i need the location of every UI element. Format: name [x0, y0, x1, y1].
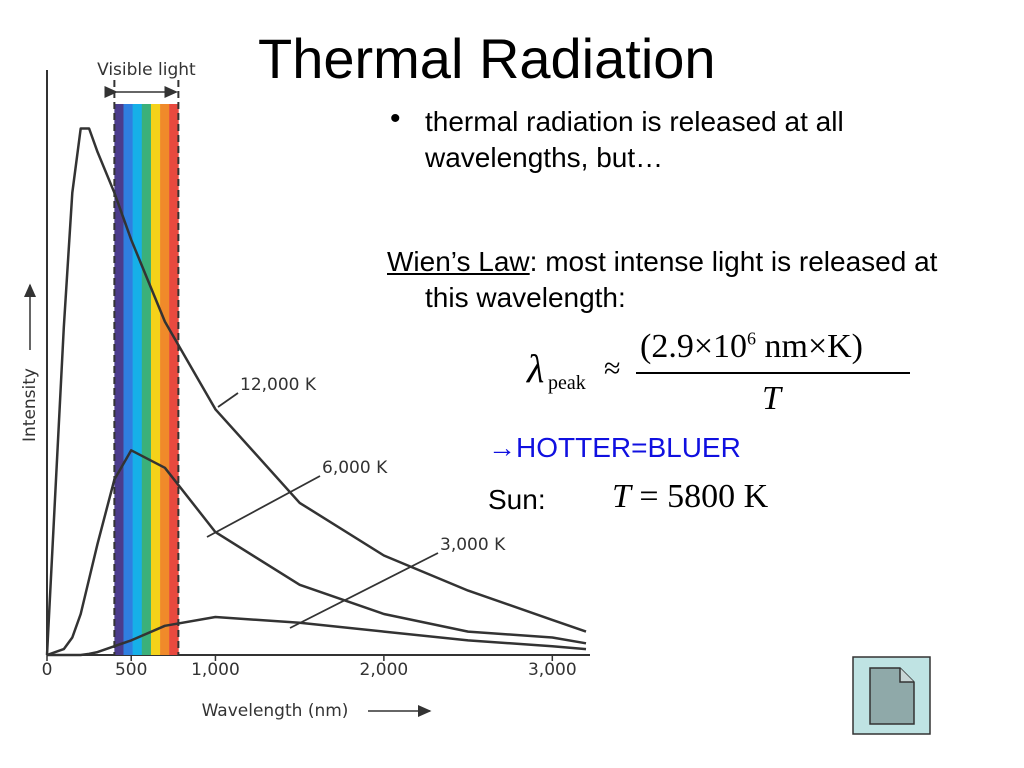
rule: →HOTTER=BLUER	[488, 432, 741, 463]
wien: Wien’s Law: most intense light is releas…	[387, 244, 945, 316]
leader-line	[206, 475, 321, 538]
x-tick-label: 500	[115, 660, 147, 680]
doc-icon[interactable]	[852, 656, 932, 736]
formula-lambda: λ	[527, 346, 545, 391]
x-tick-label: 0	[42, 660, 53, 680]
wien-term: Wien’s Law	[387, 246, 530, 277]
x-label: Wavelength (nm)	[202, 701, 349, 721]
visible-stripe	[132, 104, 143, 655]
curve-label: 6,000 K	[322, 458, 388, 478]
sun-label: Sun:	[488, 484, 546, 515]
curve	[45, 127, 587, 656]
num-end: nm×K)	[756, 328, 864, 365]
visible-label: Visible light	[97, 60, 196, 80]
visible-stripe	[123, 104, 133, 655]
curve	[47, 615, 587, 657]
bullet-dot: •	[390, 102, 401, 135]
visible-stripe	[141, 104, 152, 655]
leader-line	[217, 392, 239, 408]
fraction-bar	[636, 372, 910, 374]
x-tick-label: 1,000	[191, 660, 240, 680]
x-tick-label: 2,000	[360, 660, 409, 680]
title: Thermal Radiation	[258, 27, 716, 90]
visible-stripe	[169, 104, 179, 655]
formula-sub: peak	[548, 372, 586, 394]
visible-stripe	[160, 104, 170, 655]
exp: 6	[747, 328, 756, 349]
y-label: Intensity	[20, 368, 40, 442]
num: (2.9×10	[640, 328, 747, 365]
curve	[46, 449, 587, 657]
sun-value: = 5800 K	[639, 478, 769, 515]
sun-formula: T = 5800 K	[612, 478, 768, 516]
sun-var: T	[612, 478, 631, 515]
wien-text: : most intense light is released at this…	[425, 246, 938, 313]
bullet: thermal radiation is released at all wav…	[425, 106, 844, 173]
formula-approx: ≈	[604, 352, 621, 385]
visible-stripe	[114, 104, 124, 655]
formula-numerator: (2.9×106 nm×K)	[640, 328, 863, 366]
curve-label: 12,000 K	[240, 375, 317, 395]
leader-line	[289, 552, 439, 629]
curve-label: 3,000 K	[440, 535, 506, 555]
visible-stripe	[150, 104, 161, 655]
x-tick-label: 3,000	[528, 660, 577, 680]
formula-denominator: T	[762, 380, 781, 417]
